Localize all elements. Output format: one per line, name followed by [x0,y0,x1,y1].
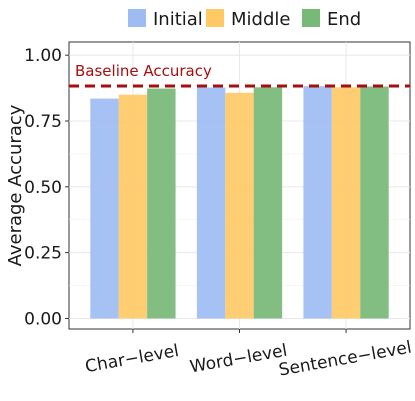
bar-end-1 [147,88,176,319]
bar-initial-3 [303,86,332,319]
y-tick-label: 0.75 [24,112,62,132]
legend-swatch-middle [206,9,224,27]
legend-label-middle: Middle [231,9,290,30]
legend-label-initial: Initial [153,9,203,30]
reference-line-group: Baseline Accuracy [69,62,410,88]
bar-end-2 [253,87,283,319]
bar-middle-3 [331,87,361,319]
legend-swatch-initial [128,9,146,27]
bar-initial-2 [196,87,226,319]
y-tick-label: 0.50 [24,178,62,198]
bar-middle-2 [225,92,254,319]
baseline-label: Baseline Accuracy [75,62,212,80]
y-axis: 0.00 0.25 0.50 0.75 1.00 [24,46,69,329]
legend-label-end: End [327,9,361,30]
x-tick-label: Char−level [84,341,181,377]
y-tick-label: 1.00 [24,46,62,66]
y-tick-label: 0.25 [24,244,62,264]
legend-swatch-end [302,9,320,27]
bar-initial-1 [90,98,119,319]
x-tick-label: Sentence−level [277,338,413,381]
y-axis-title: Average Accuracy [5,104,26,266]
bar-middle-1 [118,94,148,319]
bar-end-3 [360,86,389,319]
bars [90,86,389,319]
x-tick-label: Word−level [188,341,288,378]
legend: Initial Middle End [128,9,361,30]
y-tick-label: 0.00 [24,309,62,329]
